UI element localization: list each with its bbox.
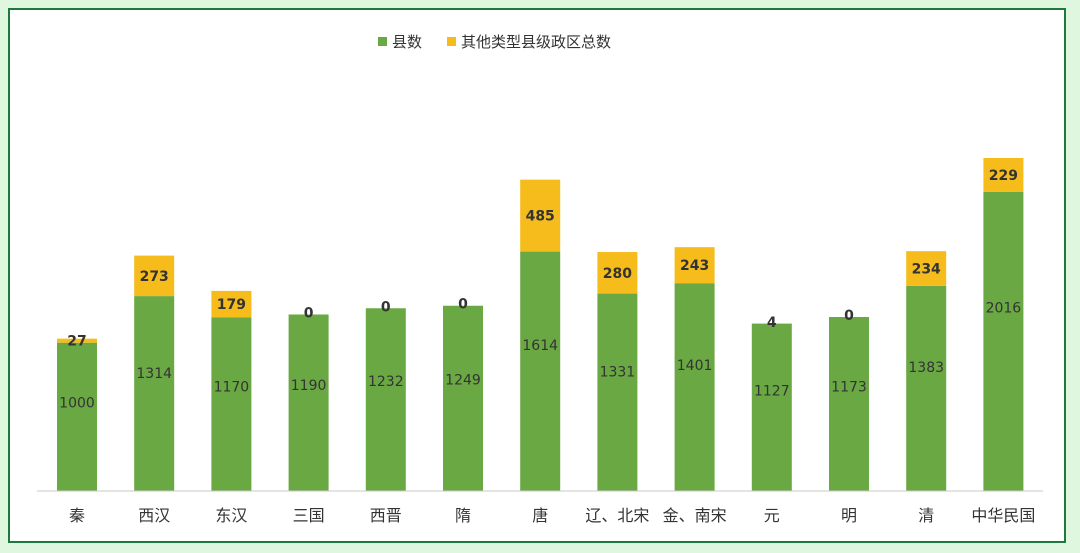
legend: 县数 其他类型县级政区总数 xyxy=(378,33,611,51)
legend-label-other: 其他类型县级政区总数 xyxy=(461,33,611,51)
bars-group: 1000 27 1314 273 1170 179 1190 0 1232 0 1249 0 1614 4… xyxy=(57,158,1024,492)
data-label-other-12: 229 xyxy=(989,168,1018,184)
data-label-county-10: 1173 xyxy=(831,379,867,395)
x-tick-label-8: 金、南宋 xyxy=(663,506,727,525)
bar-other-11 xyxy=(906,251,947,286)
legend-label-county: 县数 xyxy=(392,33,422,51)
data-label-other-8: 243 xyxy=(680,258,709,274)
data-label-county-0: 1000 xyxy=(59,396,95,412)
data-label-county-9: 1127 xyxy=(754,384,790,400)
x-tick-label-1: 西汉 xyxy=(138,506,170,525)
bar-county-5 xyxy=(443,305,483,491)
bar-other-6 xyxy=(520,179,561,252)
data-label-county-6: 1614 xyxy=(522,338,558,354)
data-label-other-0: 27 xyxy=(67,334,86,350)
data-label-other-3: 0 xyxy=(304,305,314,321)
x-tick-label-7: 辽、北宋 xyxy=(585,506,649,525)
bar-other-8 xyxy=(674,247,715,284)
data-label-other-4: 0 xyxy=(381,299,391,315)
data-label-county-4: 1232 xyxy=(368,374,404,390)
bar-county-8 xyxy=(674,283,715,491)
x-tick-label-11: 清 xyxy=(918,506,934,525)
x-tick-label-2: 东汉 xyxy=(215,506,247,525)
bar-county-9 xyxy=(751,323,792,491)
bar-county-7 xyxy=(597,293,638,491)
legend-swatch-county xyxy=(378,37,387,46)
data-label-county-3: 1190 xyxy=(291,378,327,394)
bar-other-1 xyxy=(134,255,175,297)
bar-other-7 xyxy=(597,252,638,294)
bar-county-1 xyxy=(134,296,175,491)
data-label-other-1: 273 xyxy=(140,269,169,285)
data-label-other-6: 485 xyxy=(526,209,555,225)
bar-county-2 xyxy=(211,317,252,491)
data-label-other-5: 0 xyxy=(458,297,468,313)
bar-county-6 xyxy=(520,251,561,491)
x-tick-label-4: 西晋 xyxy=(370,506,402,525)
data-label-county-1: 1314 xyxy=(136,366,172,382)
bar-other-12 xyxy=(983,158,1024,192)
x-tick-label-10: 明 xyxy=(841,506,857,525)
data-label-other-2: 179 xyxy=(217,297,246,313)
bar-county-12 xyxy=(983,191,1024,492)
bar-other-0 xyxy=(57,338,97,343)
data-label-county-5: 1249 xyxy=(445,372,481,388)
data-label-other-9: 4 xyxy=(767,315,777,331)
x-tick-label-0: 秦 xyxy=(69,506,85,525)
data-label-county-2: 1170 xyxy=(214,380,250,396)
bar-other-9 xyxy=(751,323,792,324)
bar-county-3 xyxy=(288,314,329,491)
data-label-other-7: 280 xyxy=(603,266,632,282)
x-tick-label-5: 隋 xyxy=(455,506,471,525)
data-label-county-8: 1401 xyxy=(677,358,713,374)
x-axis-labels: 秦 西汉 东汉 三国 西晋 隋 唐 辽、北宋 金、南宋 元 明 清 中华民国 xyxy=(69,506,1035,525)
x-tick-label-12: 中华民国 xyxy=(971,506,1035,525)
bar-county-0 xyxy=(57,342,97,491)
bar-county-10 xyxy=(829,317,869,491)
legend-swatch-other xyxy=(447,37,456,46)
bar-county-11 xyxy=(906,285,947,491)
bar-other-2 xyxy=(211,290,252,318)
data-label-other-11: 234 xyxy=(912,262,941,278)
x-tick-label-6: 唐 xyxy=(532,506,548,525)
data-label-other-10: 0 xyxy=(844,308,854,324)
x-tick-label-3: 三国 xyxy=(293,506,325,525)
bar-county-4 xyxy=(365,308,406,491)
data-label-county-11: 1383 xyxy=(908,360,944,376)
data-label-county-7: 1331 xyxy=(600,365,636,381)
data-label-county-12: 2016 xyxy=(986,301,1022,317)
x-tick-label-9: 元 xyxy=(764,506,780,525)
